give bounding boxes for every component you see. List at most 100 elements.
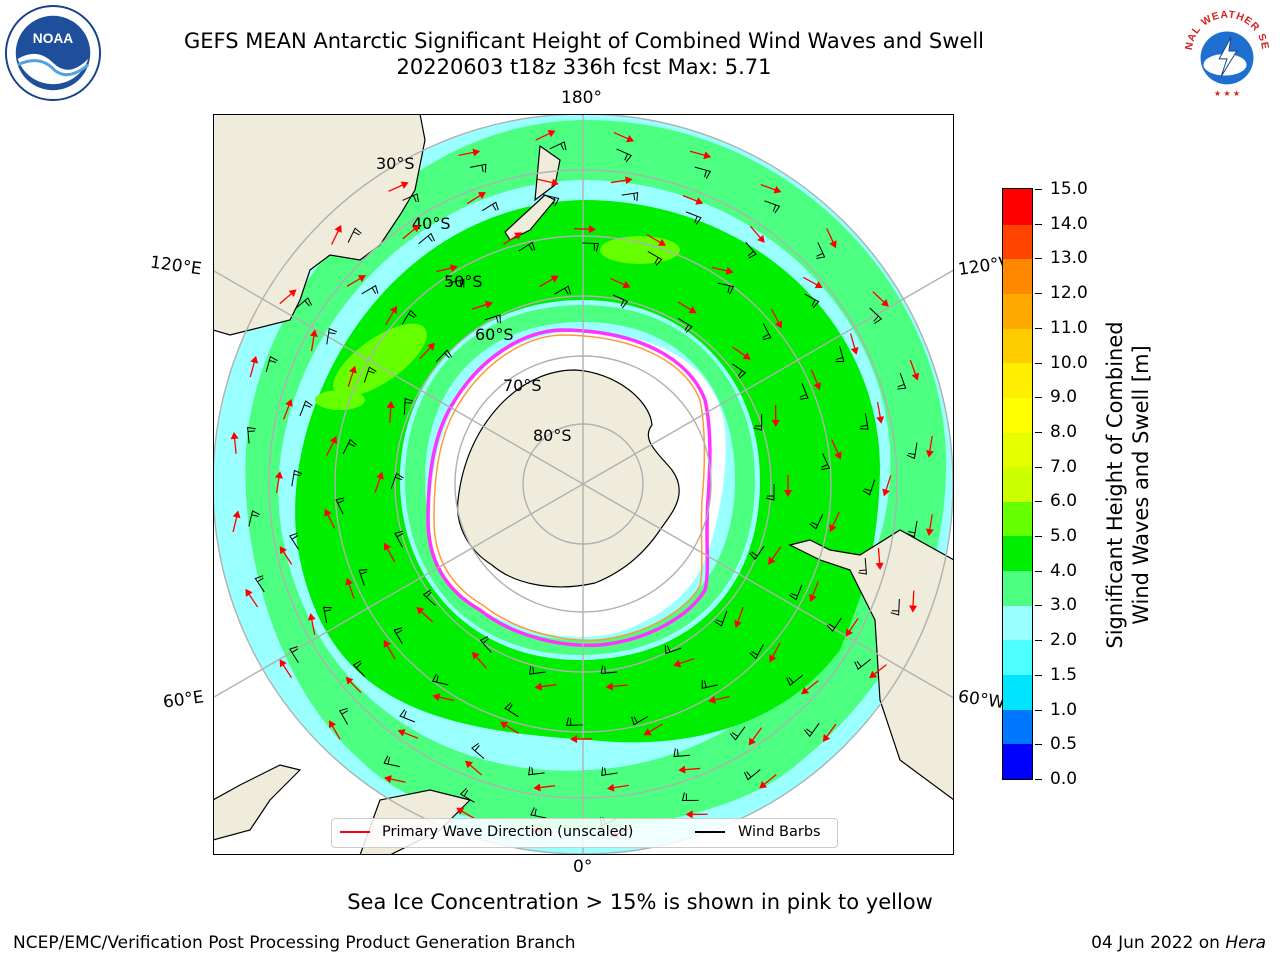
wave-direction-arrowhead [774, 319, 782, 329]
wave-direction-arrow [384, 308, 395, 325]
wave-direction-arrowhead [534, 682, 542, 691]
wave-direction-arrowhead [513, 231, 522, 239]
wave-direction-arrowhead [685, 809, 693, 818]
lon-label-180: 180° [561, 88, 602, 108]
wave-direction-arrowhead [471, 651, 480, 660]
wind-barb [298, 399, 313, 416]
wave-direction-arrow [689, 150, 707, 157]
wave-direction-arrowhead [386, 400, 395, 408]
colorbar-tick-label: 8.0 [1050, 421, 1078, 442]
colorbar-tick [1035, 431, 1042, 433]
meridian-line [582, 482, 953, 699]
wind-barb [288, 645, 299, 663]
colorbar-tick-label: 6.0 [1050, 491, 1078, 512]
colorbar-tick-label: 0.0 [1050, 769, 1078, 789]
colorbar-tick-label: 2.0 [1050, 630, 1078, 651]
colorbar-tick-label: 7.0 [1050, 456, 1078, 477]
wind-barb [701, 679, 718, 689]
wind-barb [785, 674, 803, 686]
wave-direction-arrowhead [455, 807, 464, 815]
wind-barb [868, 307, 882, 324]
lon-label-0: 0° [573, 857, 593, 877]
wave-direction-arrowhead [464, 760, 473, 768]
wave-direction-arrowhead [431, 692, 440, 701]
colorbar-bin [1003, 535, 1032, 572]
sea-ice-note: Sea Ice Concentration > 15% is shown in … [347, 890, 933, 914]
wave-direction-arrowhead [550, 275, 559, 283]
footer-date: 04 Jun 2022 on Hera [1091, 933, 1266, 953]
wave-direction-arrowhead [244, 588, 253, 597]
lat-label-30s: 30°S [376, 154, 415, 173]
colorbar-tick [1035, 189, 1042, 190]
wind-barb [265, 355, 278, 372]
wind-barb [401, 192, 419, 202]
colorbar-tick-label: 10.0 [1050, 352, 1088, 373]
colorbar-tick [1035, 501, 1042, 503]
noaa-logo-text: NOAA [33, 31, 73, 46]
wind-barb [528, 665, 546, 675]
wave-direction-arrowhead [284, 398, 293, 407]
wind-barb [731, 362, 746, 379]
colorbar-tick-label: 4.0 [1050, 560, 1078, 581]
wind-barb [664, 644, 681, 654]
colorbar-bin [1003, 605, 1032, 641]
wind-barb [600, 664, 617, 674]
colorbar-bin [1003, 189, 1032, 225]
wave-direction-arrowhead [397, 728, 406, 737]
colorbar-tick [1035, 674, 1042, 676]
footer-host: Hera [1225, 933, 1266, 953]
wave-direction-arrowhead [477, 191, 486, 199]
sea-ice-rim-inner [432, 333, 705, 641]
lat-label-70s: 70°S [503, 376, 542, 395]
wave-direction-arrow [877, 547, 880, 566]
wave-direction-arrowhead [383, 542, 391, 551]
wind-barb [247, 509, 260, 527]
wave-direction-arrow [681, 767, 700, 771]
wave-direction-arrowhead [767, 556, 775, 565]
wind-barb [761, 322, 772, 340]
wave-direction-arrowhead [702, 150, 711, 159]
wind-barb [470, 742, 484, 759]
wind-barb [527, 766, 545, 775]
colorbar-tick-label: 13.0 [1050, 248, 1088, 269]
graticule [214, 115, 953, 854]
lat-label-50s: 50°S [444, 272, 483, 291]
wind-barb [835, 345, 845, 362]
wind-barb [748, 643, 764, 659]
wave-direction-arrowhead [748, 737, 756, 746]
colorbar-title: Significant Height of Combined Wind Wave… [1102, 185, 1154, 785]
colorbar-tick [1035, 709, 1042, 711]
wave-direction-arrowhead [925, 527, 934, 536]
wind-barb [322, 606, 332, 623]
lon-label-60e: 60°E [161, 687, 206, 713]
wind-barb [857, 557, 867, 575]
wave-direction-arrowhead [742, 351, 751, 360]
land-africa [214, 763, 301, 840]
colorbar-tick [1035, 536, 1042, 538]
wave-direction-arrowhead [880, 298, 889, 307]
wave-direction-arrowhead [383, 774, 392, 783]
wave-direction-arrow [749, 225, 763, 240]
wind-barb [808, 513, 823, 530]
wave-direction-arrowhead [307, 612, 316, 621]
wind-barb [788, 584, 802, 601]
wind-barb [294, 296, 312, 309]
wind-barb [398, 708, 415, 722]
wind-barb [393, 530, 403, 548]
land-australia [214, 115, 426, 336]
colorbar-tick [1035, 223, 1042, 225]
wind-barb [334, 496, 344, 514]
wave-direction-arrowhead [850, 346, 859, 355]
wave-direction-arrowhead [389, 305, 397, 314]
wave-direction-arrow [275, 474, 280, 493]
wind-barb [417, 232, 435, 244]
wave-direction-arrow [457, 150, 476, 156]
wind-barb [517, 241, 535, 252]
wave-direction-arrowhead [344, 577, 353, 586]
wave-direction-arrowhead [605, 681, 613, 690]
colorbar-tick-label: 5.0 [1050, 526, 1078, 547]
wave-direction-arrowhead [426, 342, 435, 351]
wind-barb [435, 348, 452, 362]
wind-barb [861, 478, 875, 496]
sea-ice-rim [425, 327, 712, 647]
